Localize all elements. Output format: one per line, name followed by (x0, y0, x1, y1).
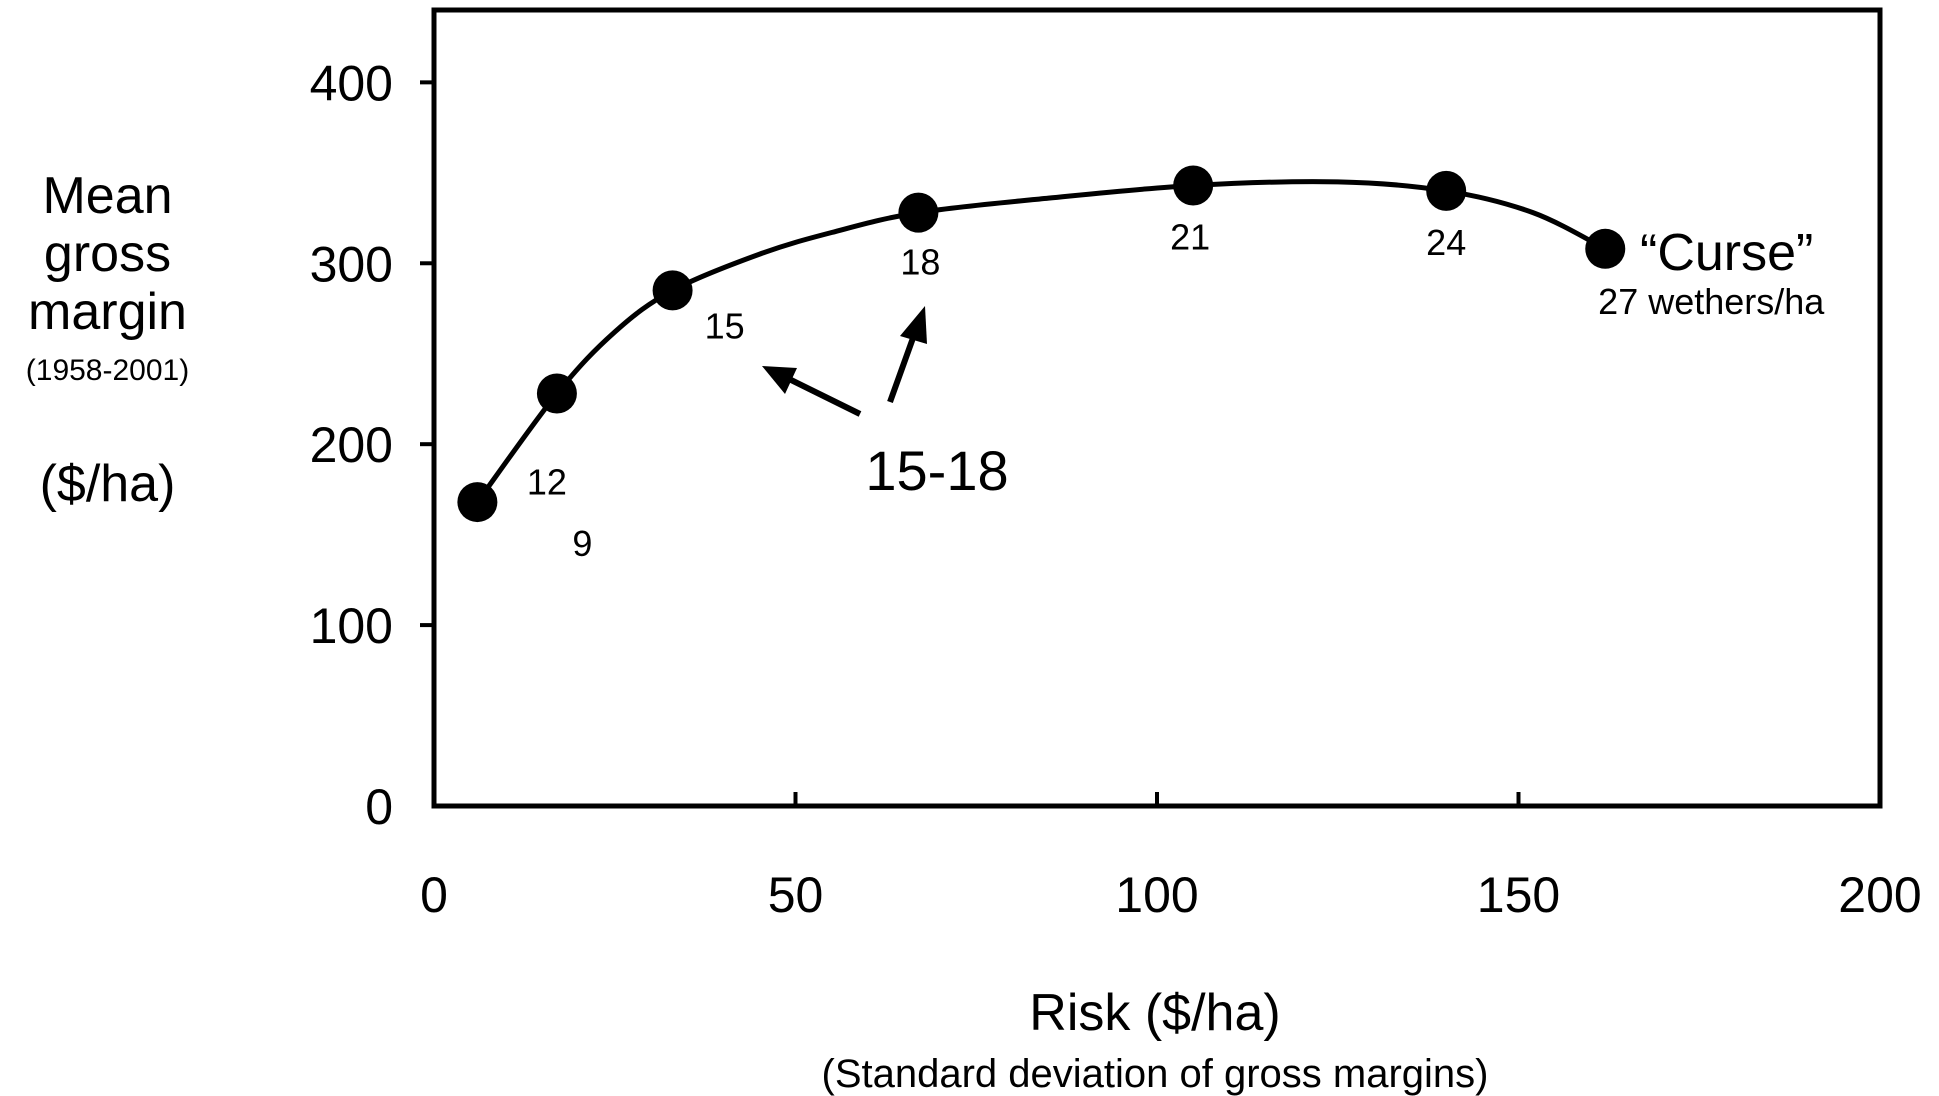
y-axis-title-line-3: margin (28, 283, 187, 341)
y-tick-label: 100 (310, 598, 393, 654)
y-axis-title-unit: ($/ha) (39, 455, 176, 513)
x-axis-title: Risk ($/ha) (1029, 984, 1281, 1042)
y-tick-label: 400 (310, 55, 393, 111)
x-tick-label: 50 (768, 867, 824, 923)
data-point (536, 373, 577, 414)
x-tick-label: 200 (1838, 867, 1921, 923)
data-point (1426, 170, 1467, 211)
y-axis-title-line-1: Mean (42, 167, 173, 225)
y-ticks: 0 100 200 300 400 (310, 55, 434, 835)
data-point (1173, 165, 1214, 206)
point-label: 24 (1426, 222, 1466, 263)
plot-frame (431, 7, 1883, 809)
data-point (457, 482, 498, 523)
data-point (652, 270, 693, 311)
x-ticks: 0 50 100 150 200 (420, 792, 1922, 923)
point-label: 18 (900, 242, 940, 283)
point-label: 27 wethers/ha (1598, 281, 1825, 322)
point-label: 9 (572, 523, 592, 564)
x-tick-label: 0 (420, 867, 448, 923)
arrow-to-18 (887, 306, 927, 404)
point-labels: 912 15 18 21 24 27 wethers/ha (527, 216, 1825, 564)
y-tick-label: 0 (365, 779, 393, 835)
y-tick-label: 200 (310, 417, 393, 473)
x-axis-subtitle: (Standard deviation of gross margins) (821, 1052, 1489, 1096)
data-points (457, 165, 1626, 523)
point-label: 12 (527, 462, 567, 503)
x-tick-label: 150 (1477, 867, 1560, 923)
x-tick-label: 100 (1115, 867, 1198, 923)
y-axis-title-period: (1958-2001) (25, 354, 190, 387)
curse-label: “Curse” (1640, 224, 1813, 282)
data-point (1585, 228, 1626, 269)
data-point (898, 192, 939, 233)
arrow-to-15 (762, 366, 862, 417)
range-label: 15-18 (865, 439, 1008, 502)
y-axis-title-line-2: gross (43, 225, 172, 283)
y-tick-label: 300 (310, 236, 393, 292)
point-label: 15 (705, 305, 745, 346)
point-label: 21 (1170, 216, 1210, 257)
